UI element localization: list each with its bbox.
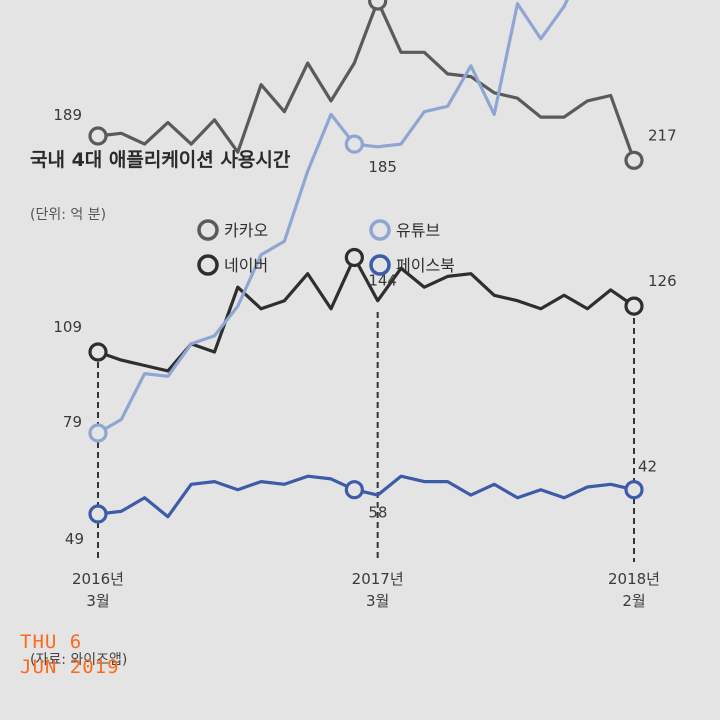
series-line-3 [96,0,569,435]
data-label: 79 [63,413,82,431]
data-label: 144 [368,272,397,290]
x-tick-label: 3월 [86,592,109,610]
date-stamp-line-1: THU 6 [20,631,82,653]
series-line-2 [96,255,636,373]
unit-label: (단위: 억 분) [30,207,106,223]
data-label: 185 [368,158,397,176]
data-label: 58 [368,504,387,522]
data-label: 126 [648,272,677,290]
date-stamp-line-2: JUN 2019 [20,656,120,678]
data-point-marker [344,134,364,154]
data-label: 189 [53,106,82,124]
legend-marker-2 [197,254,219,276]
data-point-marker [88,342,108,362]
legend-marker-3 [369,219,391,241]
data-point-marker [368,0,388,11]
data-point-marker [624,480,644,500]
legend-label-3: 유튜브 [396,221,440,240]
series-line-4 [96,474,636,519]
legend-label-2: 네이버 [224,256,268,275]
data-label: 42 [638,458,657,476]
legend-label-4: 페이스북 [396,256,455,275]
data-point-marker [624,296,644,316]
legend-marker-4 [369,254,391,276]
x-tick-label: 2016년 [72,570,124,588]
data-point-marker [344,247,364,268]
legend-marker-1 [197,219,219,241]
data-label: 217 [648,126,677,144]
source-label: (자료: 와이즈앱) [30,652,127,668]
data-point-marker [624,150,644,170]
x-tick-label: 2018년 [608,570,660,588]
data-label: 49 [65,530,84,548]
data-point-marker [88,504,108,524]
x-tick-label: 2017년 [352,570,404,588]
x-tick-label: 2월 [622,592,645,610]
series-line-1 [96,0,636,162]
plot-area: 2016년3월2017년3월2018년2월1892392171091441267… [53,0,677,610]
x-tick-label: 3월 [366,592,389,610]
legend-label-1: 카카오 [224,221,268,240]
data-point-marker [344,480,364,500]
data-point-marker [88,126,108,146]
data-label: 109 [53,318,82,336]
chart-title: 국내 4대 애플리케이션 사용시간 [30,149,291,171]
data-point-marker [88,423,108,443]
